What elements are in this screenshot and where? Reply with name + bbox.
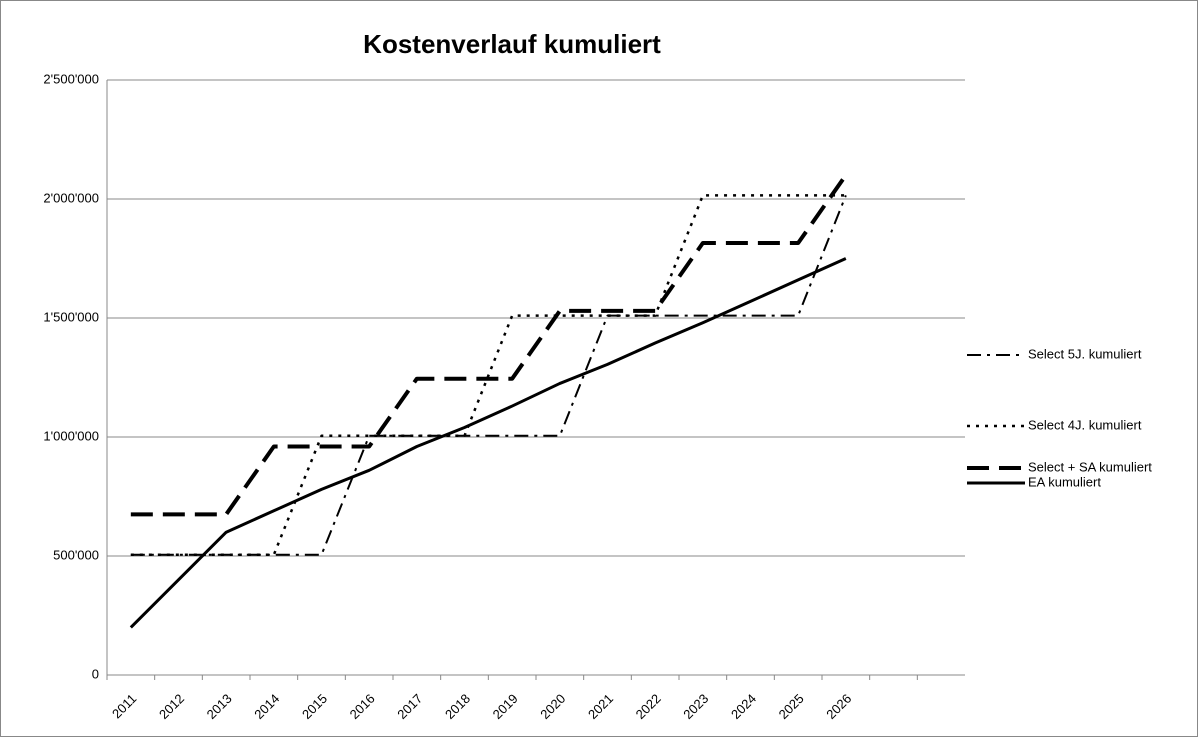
y-tick-label: 1'000'000 bbox=[43, 428, 99, 443]
series-line bbox=[130, 174, 848, 517]
legend-label: Select + SA kumuliert bbox=[1028, 459, 1152, 474]
y-tick-label: 2'000'000 bbox=[43, 190, 99, 205]
y-tick-label: 0 bbox=[92, 666, 99, 681]
chart-title: Kostenverlauf kumuliert bbox=[363, 29, 661, 59]
legend-label: Select 4J. kumuliert bbox=[1028, 417, 1142, 432]
y-tick-label: 500'000 bbox=[53, 547, 99, 562]
y-tick-label: 1'500'000 bbox=[43, 309, 99, 324]
series-line bbox=[129, 257, 847, 629]
legend-label: EA kumuliert bbox=[1028, 474, 1101, 489]
series-line bbox=[130, 194, 846, 557]
y-tick-label: 2'500'000 bbox=[43, 71, 99, 86]
legend-label: Select 5J. kumuliert bbox=[1028, 346, 1142, 361]
